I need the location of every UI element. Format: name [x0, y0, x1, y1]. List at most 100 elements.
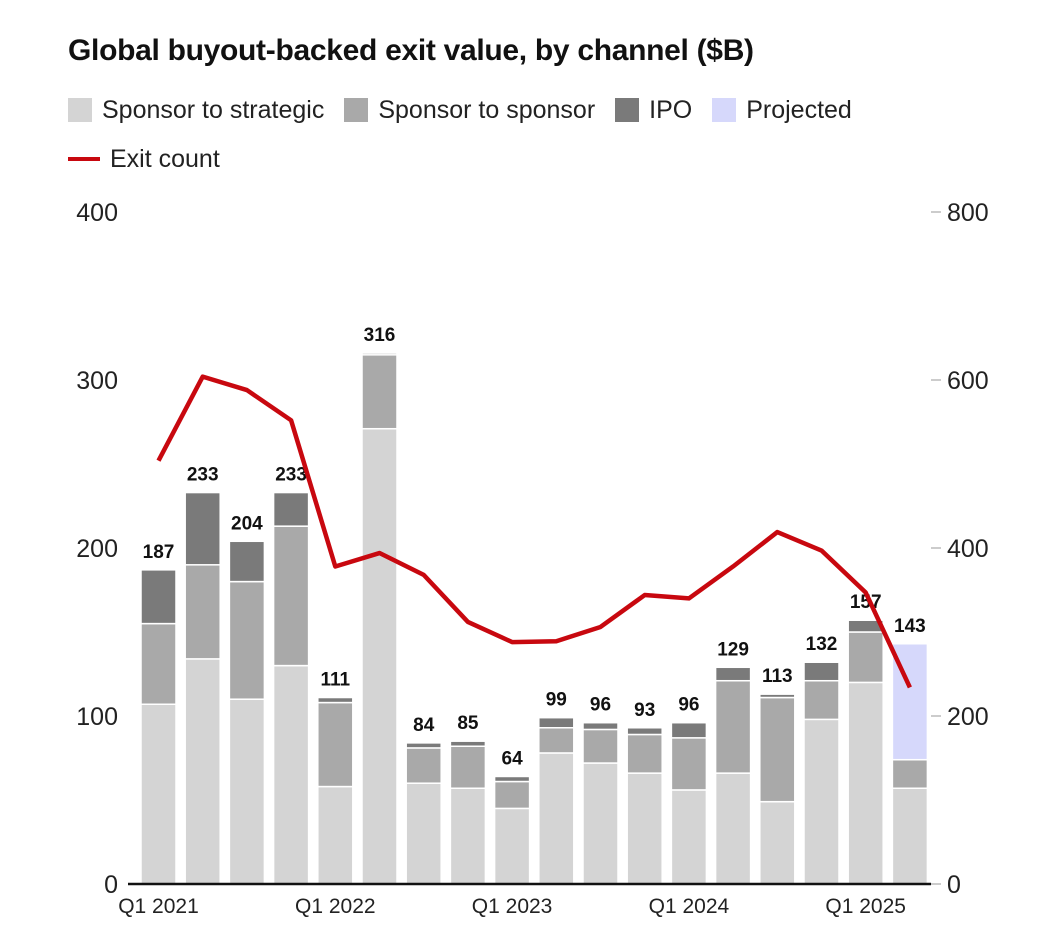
bar-segment — [272, 664, 310, 885]
x-tick-label: Q1 2025 — [825, 895, 906, 918]
bar-segment — [140, 703, 177, 885]
bar-segment — [538, 752, 575, 885]
bar-segment — [317, 785, 354, 885]
bar-segment — [184, 564, 221, 660]
bar-segment — [626, 727, 663, 736]
exit-count-line — [156, 374, 912, 689]
legend-row-bars: Sponsor to strategic Sponsor to sponsor … — [68, 92, 968, 128]
bar-segment — [449, 787, 487, 885]
y-right-tick-label: 400 — [947, 535, 989, 563]
bar-segment — [759, 696, 796, 803]
bar-segment — [272, 525, 310, 667]
bar-segment — [493, 775, 531, 783]
bar-segment — [582, 728, 619, 764]
y-right-tick-label: 600 — [947, 367, 989, 395]
bar-total-label: 204 — [231, 513, 263, 534]
bar-total-label: 85 — [457, 713, 479, 734]
bar-segment — [493, 780, 531, 810]
bar-total-label: 111 — [320, 670, 350, 691]
y-left-tick-label: 300 — [76, 367, 118, 395]
bar-total-label: 316 — [364, 325, 396, 346]
x-tick-label: Q1 2022 — [295, 895, 376, 918]
bar-segment — [317, 701, 354, 788]
bar-total-label: 96 — [590, 695, 611, 716]
bar-segment — [582, 762, 619, 885]
bar-segment — [361, 352, 398, 356]
legend-swatch-sponsor-to-sponsor — [344, 98, 369, 122]
bar-segment — [449, 745, 487, 789]
bar-total-label: 64 — [502, 748, 524, 769]
bar-segment — [670, 737, 708, 791]
legend-swatch-ipo — [615, 98, 640, 122]
bar-total-label: 93 — [634, 700, 655, 721]
bar-segment — [626, 733, 663, 774]
legend-label: Sponsor to strategic — [102, 95, 325, 124]
bar-segment — [184, 658, 221, 885]
legend-item-sponsor-to-strategic: Sponsor to strategic — [68, 96, 324, 125]
bar-segment — [759, 800, 796, 885]
y-right-tick-label: 0 — [947, 871, 961, 899]
bar-segment — [405, 742, 442, 749]
y-left-tick-label: 100 — [76, 703, 118, 731]
bar-segment — [140, 569, 177, 625]
bar-segment — [803, 679, 840, 721]
bar-total-label: 129 — [717, 639, 749, 660]
legend-row-line: Exit count — [68, 141, 968, 177]
legend-label: Sponsor to sponsor — [378, 95, 596, 124]
y-left-tick-label: 200 — [76, 535, 118, 563]
x-tick-label: Q1 2021 — [118, 895, 199, 918]
legend-label: IPO — [649, 95, 693, 124]
bar-segment — [670, 721, 708, 739]
bar-segment — [714, 679, 752, 774]
bar-segment — [538, 716, 575, 729]
legend: Sponsor to strategic Sponsor to sponsor … — [68, 92, 968, 190]
bar-segment — [272, 491, 310, 527]
bar-segment — [891, 758, 929, 789]
legend-swatch-sponsor-to-strategic — [68, 98, 92, 122]
bar-segment — [759, 693, 796, 699]
bar-segment — [803, 661, 840, 682]
legend-swatch-projected — [712, 98, 737, 122]
x-tick-label: Q1 2024 — [649, 895, 730, 918]
y-right-tick-label: 800 — [947, 199, 989, 227]
bar-segment — [449, 740, 487, 747]
legend-item-exit-count: Exit count — [68, 145, 220, 174]
legend-item-sponsor-to-sponsor: Sponsor to sponsor — [344, 96, 595, 125]
bar-segment — [493, 807, 531, 885]
bar-segment — [670, 789, 708, 885]
bar-total-label: 233 — [187, 465, 219, 486]
bar-segment — [714, 666, 752, 682]
y-left-tick-label: 0 — [104, 871, 118, 899]
bar-segment — [228, 698, 266, 885]
legend-item-projected: Projected — [712, 96, 852, 125]
legend-item-ipo: IPO — [615, 96, 692, 125]
bar-segment — [626, 772, 663, 885]
bar-segment — [714, 772, 752, 885]
legend-label: Exit count — [110, 144, 220, 173]
bar-segment — [405, 747, 442, 784]
bar-total-label: 113 — [762, 666, 793, 687]
bar-segment — [405, 782, 442, 885]
legend-label: Projected — [746, 95, 852, 124]
bar-total-label: 96 — [678, 695, 699, 716]
bar-total-label: 99 — [546, 690, 567, 711]
bar-segment — [803, 718, 840, 885]
bar-segment — [538, 727, 575, 754]
x-tick-label: Q1 2023 — [472, 895, 553, 918]
bar-segment — [184, 491, 221, 566]
bar-segment — [228, 540, 266, 583]
bar-total-label: 132 — [806, 634, 838, 655]
bar-segment — [891, 787, 929, 885]
y-left-tick-label: 400 — [76, 199, 118, 227]
bar-segment — [582, 721, 619, 731]
y-right-tick-label: 200 — [947, 703, 989, 731]
bar-segment — [361, 354, 398, 430]
chart-title: Global buyout-backed exit value, by chan… — [68, 34, 754, 67]
bar-total-label: 84 — [413, 715, 435, 736]
bar-total-label: 187 — [143, 542, 175, 563]
bar-segment — [847, 631, 884, 684]
bar-segment — [317, 696, 354, 704]
legend-swatch-exit-count — [68, 157, 100, 161]
bar-segment — [140, 622, 177, 705]
